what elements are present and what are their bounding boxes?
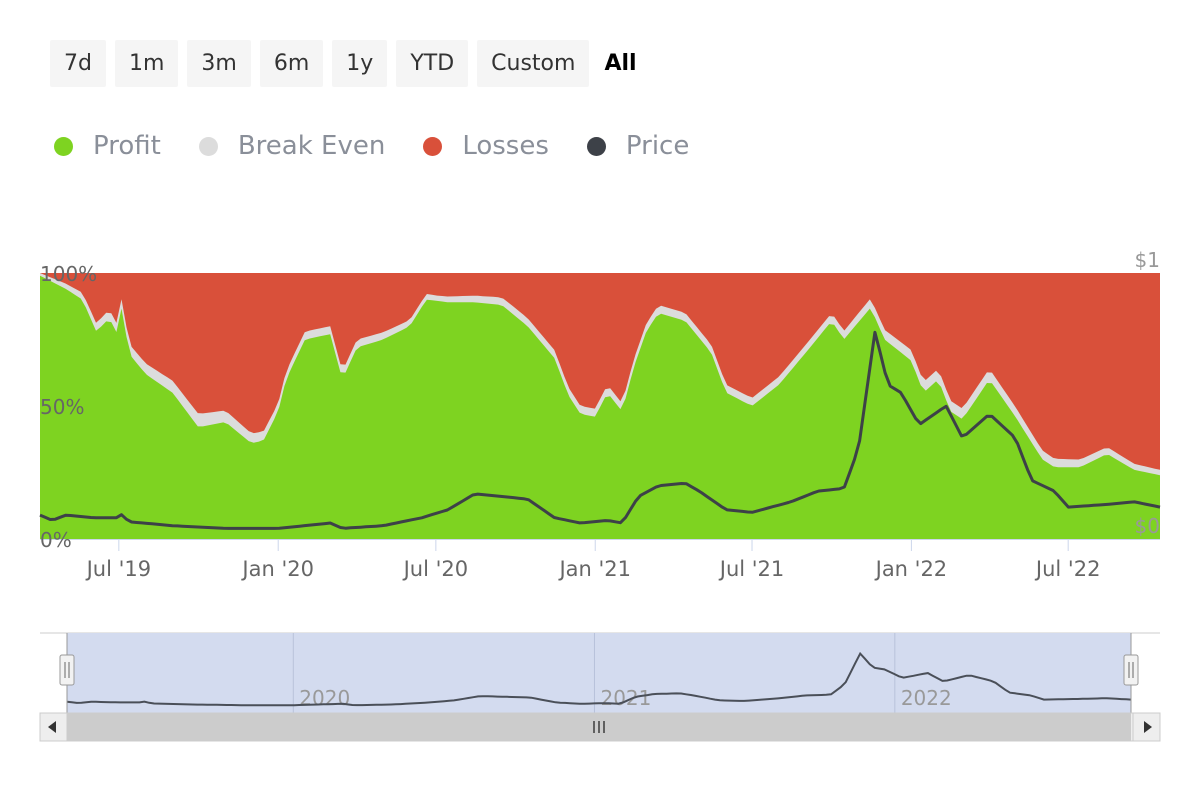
range-button-1m[interactable]: 1m [114, 40, 179, 87]
range-selector: 7d 1m 3m 6m 1y YTD Custom All [50, 40, 643, 87]
price-line [39, 330, 1161, 530]
legend-item-break-even[interactable]: Break Even [198, 131, 386, 161]
legend-item-losses[interactable]: Losses [423, 131, 549, 161]
legend-item-profit[interactable]: Profit [54, 131, 161, 161]
x-tick-label: Jan '20 [240, 557, 314, 581]
legend-label: Losses [462, 131, 549, 161]
legend-item-price[interactable]: Price [586, 131, 690, 161]
navigator-handle-left[interactable] [59, 654, 75, 686]
legend-marker-icon [54, 136, 73, 156]
y-right-tick-label: $1 [1135, 248, 1160, 272]
range-button-1y[interactable]: 1y [332, 40, 388, 87]
range-button-custom[interactable]: Custom [477, 40, 590, 87]
x-tick-label: Jan '22 [874, 557, 948, 581]
y-left-tick-label: 100% [40, 262, 97, 286]
scroll-left-button[interactable] [39, 712, 68, 742]
range-button-all[interactable]: All [598, 40, 642, 87]
x-tick-label: Jul '20 [402, 557, 469, 581]
y-left-tick-label: 0% [40, 528, 72, 552]
range-button-7d[interactable]: 7d [50, 40, 106, 87]
y-left-tick-label: 50% [40, 395, 84, 419]
range-button-6m[interactable]: 6m [259, 40, 324, 87]
navigator-handle-right[interactable] [1123, 654, 1139, 686]
arrow-right-icon [1144, 721, 1152, 733]
legend-marker-icon [423, 136, 443, 156]
scroll-right-button[interactable] [1132, 712, 1161, 742]
legend-label: Price [625, 131, 690, 161]
navigator-year-label: 2022 [901, 686, 952, 710]
range-button-3m[interactable]: 3m [187, 40, 251, 87]
legend-marker-icon [586, 136, 606, 156]
profit-area [40, 275, 1160, 539]
x-tick-label: Jan '21 [557, 557, 631, 581]
break-even-area [40, 273, 1160, 539]
navigator-year-label: 2020 [299, 686, 350, 710]
legend-label: Break Even [237, 131, 386, 161]
navigator-year-label: 2021 [600, 686, 651, 710]
arrow-left-icon [48, 721, 56, 733]
navigator-mask[interactable] [67, 633, 1131, 713]
x-tick-label: Jul '21 [718, 557, 785, 581]
legend-marker-icon [198, 136, 218, 156]
x-tick-label: Jul '19 [85, 557, 152, 581]
losses-area [40, 273, 1160, 539]
y-right-tick-label: $0 [1135, 514, 1160, 538]
scrollbar-thumb[interactable] [67, 713, 1131, 741]
legend: Profit Break Even Losses Price [54, 131, 689, 161]
scrollbar-track[interactable] [39, 712, 1161, 742]
legend-label: Profit [93, 131, 161, 161]
range-button-ytd[interactable]: YTD [396, 40, 469, 87]
navigator-series-line [66, 651, 1132, 707]
x-tick-label: Jul '22 [1034, 557, 1101, 581]
